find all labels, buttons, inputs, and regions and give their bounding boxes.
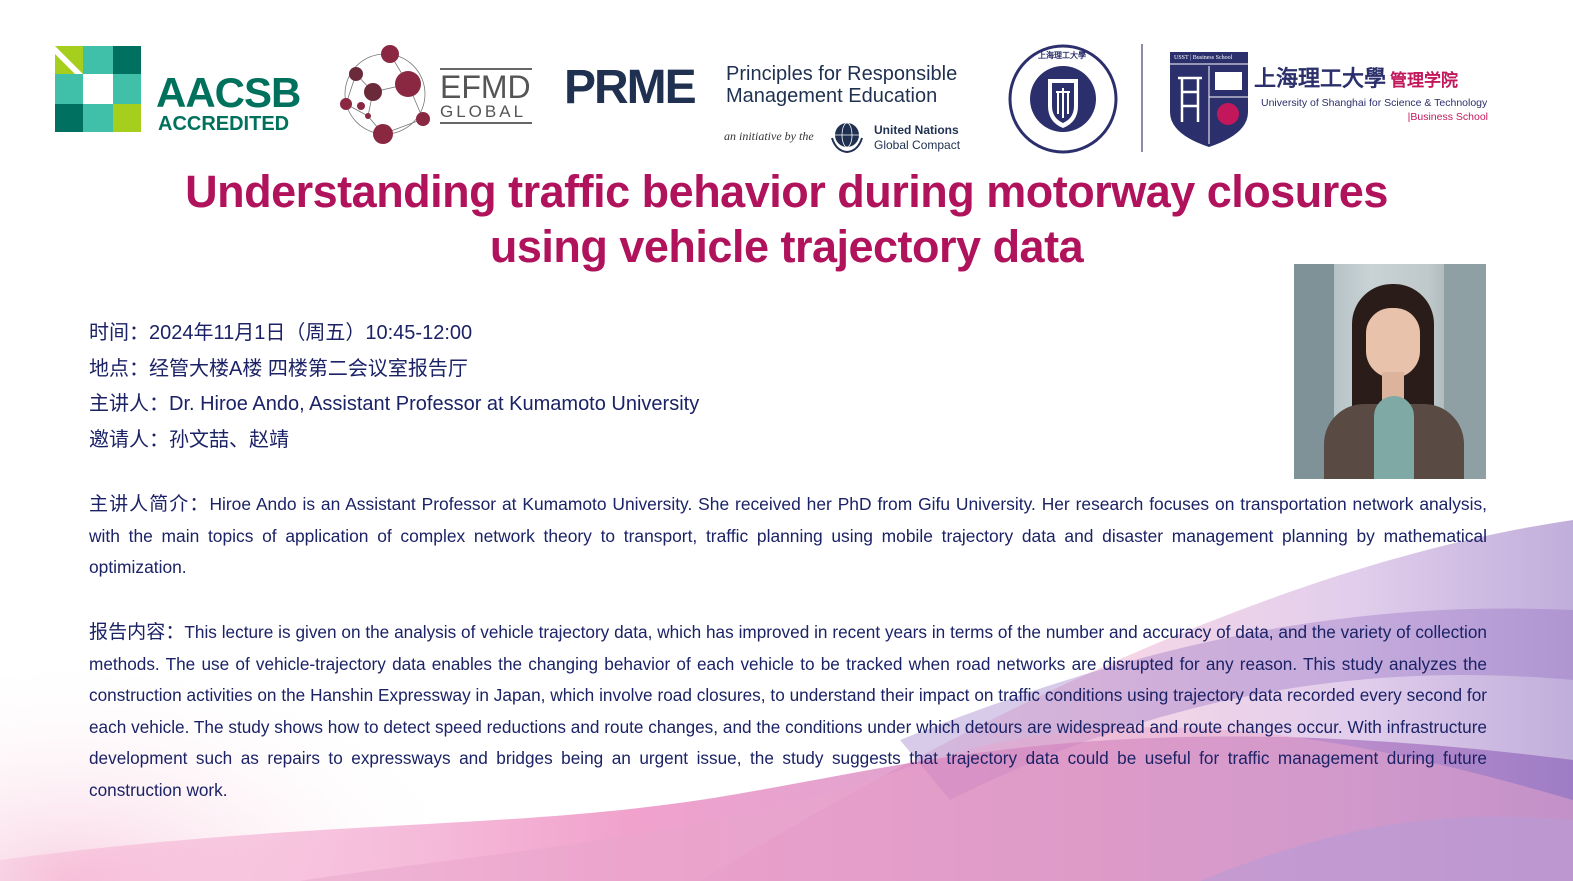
- prme-line2: Management Education: [726, 85, 938, 107]
- usst-seal-logo: 上海理工大學: [1008, 44, 1118, 154]
- usst-en-name: University of Shanghai for Science & Tec…: [1261, 97, 1488, 109]
- usst-en-school: |Business School: [1407, 111, 1488, 123]
- usst-shield-icon: [1170, 52, 1248, 147]
- aacsb-line1: AACSB: [156, 69, 301, 116]
- event-info: 时间：2024年11月1日（周五）10:45-12:00 地点：经管大楼A楼 四…: [89, 316, 699, 458]
- page-title: Understanding traffic behavior during mo…: [0, 164, 1573, 274]
- prme-initiative: an initiative by the: [724, 129, 814, 143]
- title-line2: using vehicle trajectory data: [489, 221, 1084, 272]
- host-row: 邀请人：孙文喆、赵靖: [89, 423, 699, 459]
- un-globe-icon: [831, 122, 863, 154]
- un-line1: United Nations: [874, 123, 959, 137]
- bio-label: 主讲人简介：: [89, 494, 210, 515]
- abstract-text: This lecture is given on the analysis of…: [89, 622, 1487, 800]
- place-row: 地点：经管大楼A楼 四楼第二会议室报告厅: [89, 352, 699, 388]
- logo-divider: [1141, 44, 1143, 152]
- place-value: 经管大楼A楼 四楼第二会议室报告厅: [149, 357, 468, 380]
- efmd-logo: EFMD GLOBAL: [338, 44, 538, 144]
- speaker-bio: 主讲人简介：Hiroe Ando is an Assistant Profess…: [89, 489, 1487, 584]
- place-label: 地点：: [89, 357, 149, 380]
- usst-shield-top: USST | Business School: [1174, 55, 1233, 61]
- usst-seal-text: 上海理工大學: [1038, 51, 1086, 60]
- abstract-label: 报告内容：: [89, 622, 185, 643]
- lecture-abstract: 报告内容：This lecture is given on the analys…: [89, 617, 1487, 806]
- host-value: 孙文喆、赵靖: [169, 428, 289, 451]
- usst-cn-row: 上海理工大學 管理学院: [1254, 66, 1458, 94]
- aacsb-line2: ACCREDITED: [158, 113, 290, 135]
- efmd-line2: GLOBAL: [440, 102, 527, 121]
- time-row: 时间：2024年11月1日（周五）10:45-12:00: [89, 316, 699, 352]
- aacsb-logo: AACSB ACCREDITED: [55, 46, 310, 134]
- title-line1: Understanding traffic behavior during mo…: [185, 166, 1388, 217]
- usst-business-school-logo: USST | Business School 上海理工大學 管理学院 Unive…: [1170, 52, 1490, 147]
- usst-cn-name: 上海理工大學: [1254, 66, 1387, 92]
- speaker-label: 主讲人：: [89, 393, 169, 415]
- usst-cn-school: 管理学院: [1390, 71, 1459, 90]
- efmd-network-icon: [340, 45, 430, 144]
- speaker-photo: [1294, 264, 1486, 479]
- efmd-line1: EFMD: [440, 69, 531, 105]
- bio-text: Hiroe Ando is an Assistant Professor at …: [89, 494, 1487, 577]
- host-label: 邀请人：: [89, 428, 169, 451]
- time-label: 时间：: [89, 322, 149, 344]
- time-value: 2024年11月1日（周五）10:45-12:00: [149, 322, 473, 344]
- prme-mark: PRME: [564, 61, 697, 114]
- aacsb-mark-icon: [55, 46, 141, 132]
- prme-logo: PRME Principles for Responsible Manageme…: [564, 60, 964, 160]
- usst-seal-icon: [1008, 44, 1118, 154]
- speaker-row: 主讲人：Dr. Hiroe Ando, Assistant Professor …: [89, 387, 699, 423]
- un-line2: Global Compact: [874, 138, 961, 152]
- prme-line1: Principles for Responsible: [726, 63, 958, 85]
- speaker-value: Dr. Hiroe Ando, Assistant Professor at K…: [169, 393, 700, 415]
